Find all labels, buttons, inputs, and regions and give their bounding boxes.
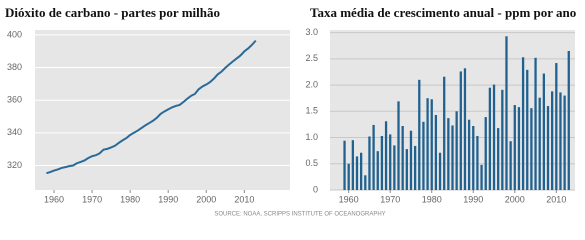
- x-tick-label: 1990: [158, 194, 178, 204]
- bar: [376, 151, 379, 190]
- bar: [447, 118, 450, 190]
- bar: [393, 145, 396, 190]
- bar: [497, 128, 500, 190]
- bar: [530, 108, 533, 190]
- bar: [551, 91, 554, 190]
- y-tick-label: 1.0: [305, 132, 318, 142]
- chart-title: Taxa média de crescimento anual - ppm po…: [310, 5, 576, 20]
- bar: [347, 163, 350, 190]
- bar: [501, 89, 504, 190]
- y-tick-label: 400: [7, 29, 22, 39]
- bar: [384, 121, 388, 190]
- y-tick-label: 2.0: [305, 79, 318, 89]
- bar: [488, 87, 492, 190]
- bar: [546, 106, 550, 190]
- bar: [430, 99, 433, 190]
- bar: [463, 68, 467, 190]
- bar: [405, 149, 408, 190]
- bar: [372, 124, 375, 190]
- bar: [401, 126, 404, 190]
- bar: [567, 50, 570, 190]
- bar: [355, 156, 359, 190]
- bar: [513, 105, 516, 190]
- bar: [542, 73, 545, 190]
- bar: [434, 114, 438, 190]
- bar: [364, 175, 367, 190]
- bar: [438, 152, 442, 190]
- bar: [380, 135, 384, 190]
- y-tick-label: 1.5: [305, 106, 318, 116]
- x-tick-label: 1970: [82, 194, 102, 204]
- bar: [409, 130, 413, 190]
- bar: [555, 63, 558, 190]
- x-tick-label: 1980: [422, 194, 442, 204]
- bar: [505, 36, 508, 191]
- bar: [472, 126, 475, 190]
- bar: [413, 145, 417, 190]
- bar: [467, 119, 471, 190]
- bar: [422, 121, 425, 190]
- x-tick-label: 1960: [339, 194, 359, 204]
- line: [46, 39, 257, 175]
- y-tick-label: 340: [7, 127, 22, 137]
- y-tick-label: 0: [313, 184, 318, 194]
- x-tick-label: 1970: [380, 194, 400, 204]
- bar: [343, 140, 346, 190]
- bar: [563, 95, 566, 190]
- bar: [351, 140, 354, 190]
- x-tick-label: 2000: [196, 194, 216, 204]
- bar: [397, 101, 400, 190]
- bar: [389, 134, 392, 190]
- y-tick-label: 380: [7, 62, 22, 72]
- bar: [521, 57, 525, 191]
- bar: [459, 71, 462, 190]
- bar: [538, 97, 541, 190]
- bar: [443, 76, 446, 190]
- bar: [534, 57, 537, 190]
- x-tick-label: 2010: [234, 194, 254, 204]
- x-tick-label: 2000: [505, 194, 525, 204]
- y-tick-label: 3.0: [305, 27, 318, 37]
- bar: [418, 79, 421, 190]
- bar: [492, 84, 496, 190]
- bar: [526, 69, 529, 190]
- y-tick-label: 0.5: [305, 158, 318, 168]
- x-tick-label: 2010: [546, 194, 566, 204]
- y-tick-label: 320: [7, 160, 22, 170]
- y-tick-label: 360: [7, 95, 22, 105]
- bar: [559, 92, 562, 190]
- y-tick-label: 2.5: [305, 53, 318, 63]
- bar: [360, 152, 363, 190]
- page: SOURCE: NOAA, SCRIPPS INSTITUTE OF OCEAN…: [5, 5, 576, 218]
- source: SOURCE: NOAA, SCRIPPS INSTITUTE OF OCEAN…: [214, 212, 385, 218]
- bar: [509, 141, 512, 190]
- bar: [476, 135, 479, 190]
- chart-title: Dióxito de carbano - partes por milhão: [5, 5, 220, 20]
- bar: [480, 164, 483, 190]
- bar: [451, 125, 454, 190]
- bar: [455, 111, 458, 190]
- x-tick-label: 1960: [44, 194, 64, 204]
- bar: [426, 98, 429, 190]
- bar: [368, 136, 371, 190]
- bar: [484, 117, 487, 190]
- bar: [517, 107, 521, 190]
- x-tick-label: 1990: [463, 194, 483, 204]
- x-tick-label: 1980: [120, 194, 140, 204]
